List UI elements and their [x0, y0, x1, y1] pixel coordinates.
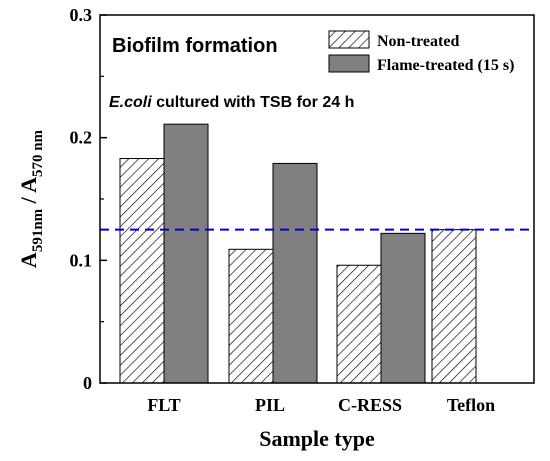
x-tick-label-c-ress: C-RESS	[338, 395, 402, 415]
y-tick-label: 0	[83, 373, 92, 393]
bar-flt-flame-treated	[163, 123, 209, 384]
bars-group	[119, 123, 477, 384]
y-axis-title-a1: A	[16, 252, 41, 268]
y-axis-title-sub1: 591nm	[30, 208, 46, 252]
bar-teflon-non-treated	[431, 229, 477, 384]
legend-label-non-treated: Non-treated	[377, 33, 459, 50]
x-ticks: FLT PIL C-RESS Teflon	[147, 395, 495, 415]
y-axis-title-sep: /	[16, 193, 41, 209]
x-tick-label-pil: PIL	[255, 395, 285, 415]
chart-annotation-title: Biofilm formation	[112, 35, 278, 57]
legend-swatch-flame-treated	[328, 54, 370, 73]
bar-flt-non-treated	[119, 158, 165, 384]
y-tick-label: 0.2	[70, 128, 93, 148]
y-tick-label: 0.3	[70, 5, 93, 25]
chart-annotation-subtitle: E.coli cultured with TSB for 24 h	[109, 94, 354, 111]
y-axis-title-sub2: 570 nm	[30, 129, 46, 177]
x-tick-label-teflon: Teflon	[447, 395, 495, 415]
x-tick-label-flt: FLT	[147, 395, 180, 415]
bar-c-ress-non-treated	[336, 264, 382, 384]
subtitle-rest-part: cultured with TSB for 24 h	[152, 94, 355, 111]
legend-swatch-non-treated	[328, 30, 370, 49]
bar-c-ress-flame-treated	[380, 232, 426, 384]
bar-pil-flame-treated	[272, 162, 318, 384]
y-axis-title-a2: A	[16, 177, 41, 193]
subtitle-italic-part: E.coli	[109, 94, 152, 111]
y-axis-title: A591nm / A570 nm	[16, 129, 46, 268]
bar-pil-non-treated	[228, 248, 274, 384]
y-tick-label: 0.1	[70, 250, 93, 270]
legend: Non-treated Flame-treated (15 s)	[328, 30, 514, 74]
x-axis-title: Sample type	[259, 426, 375, 451]
y-ticks: 0 0.1 0.2 0.3	[70, 5, 107, 393]
legend-label-flame-treated: Flame-treated (15 s)	[377, 57, 514, 74]
